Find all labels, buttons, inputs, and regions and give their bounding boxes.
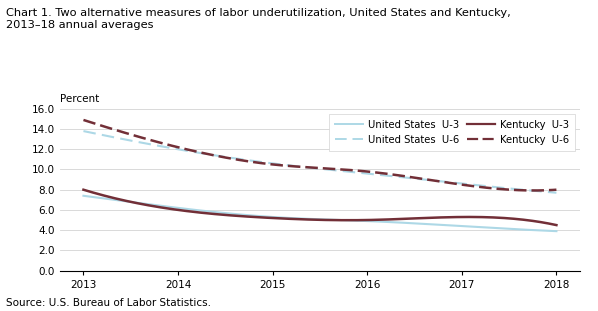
Text: Percent: Percent bbox=[60, 94, 99, 104]
Text: 2013–18 annual averages: 2013–18 annual averages bbox=[6, 20, 154, 30]
Text: Source: U.S. Bureau of Labor Statistics.: Source: U.S. Bureau of Labor Statistics. bbox=[6, 298, 211, 308]
Legend: United States  U-3, United States  U-6, Kentucky  U-3, Kentucky  U-6: United States U-3, United States U-6, Ke… bbox=[329, 114, 575, 151]
Text: Chart 1. Two alternative measures of labor underutilization, United States and K: Chart 1. Two alternative measures of lab… bbox=[6, 8, 511, 18]
